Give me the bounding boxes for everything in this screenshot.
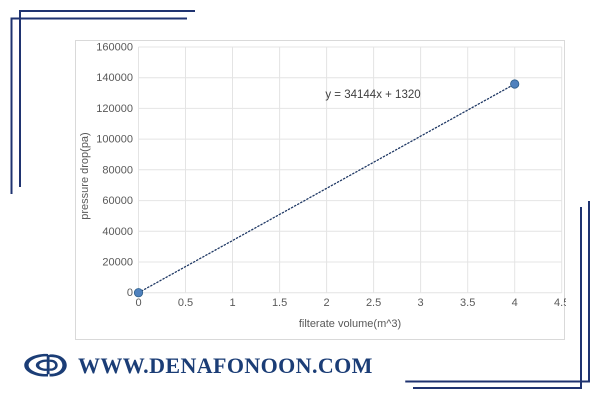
svg-text:120000: 120000 [96,103,133,115]
svg-text:160000: 160000 [96,42,133,54]
svg-text:1.5: 1.5 [272,297,287,309]
svg-text:80000: 80000 [102,164,133,176]
svg-text:y = 34144x + 1320: y = 34144x + 1320 [325,89,420,101]
svg-text:4: 4 [512,297,518,309]
svg-text:0: 0 [135,297,141,309]
svg-text:20000: 20000 [102,257,133,269]
svg-text:40000: 40000 [102,226,133,238]
svg-text:1: 1 [229,297,235,309]
svg-text:0.5: 0.5 [178,297,193,309]
svg-text:0: 0 [127,287,133,299]
svg-text:140000: 140000 [96,72,133,84]
svg-text:3: 3 [418,297,424,309]
svg-text:2.5: 2.5 [366,297,381,309]
svg-text:pressure drop(pa): pressure drop(pa) [79,132,91,219]
svg-text:60000: 60000 [102,195,133,207]
svg-text:filterate volume(m^3): filterate volume(m^3) [299,318,401,330]
svg-text:100000: 100000 [96,134,133,146]
svg-text:2: 2 [324,297,330,309]
svg-text:4.5: 4.5 [554,297,566,309]
svg-text:3.5: 3.5 [460,297,475,309]
